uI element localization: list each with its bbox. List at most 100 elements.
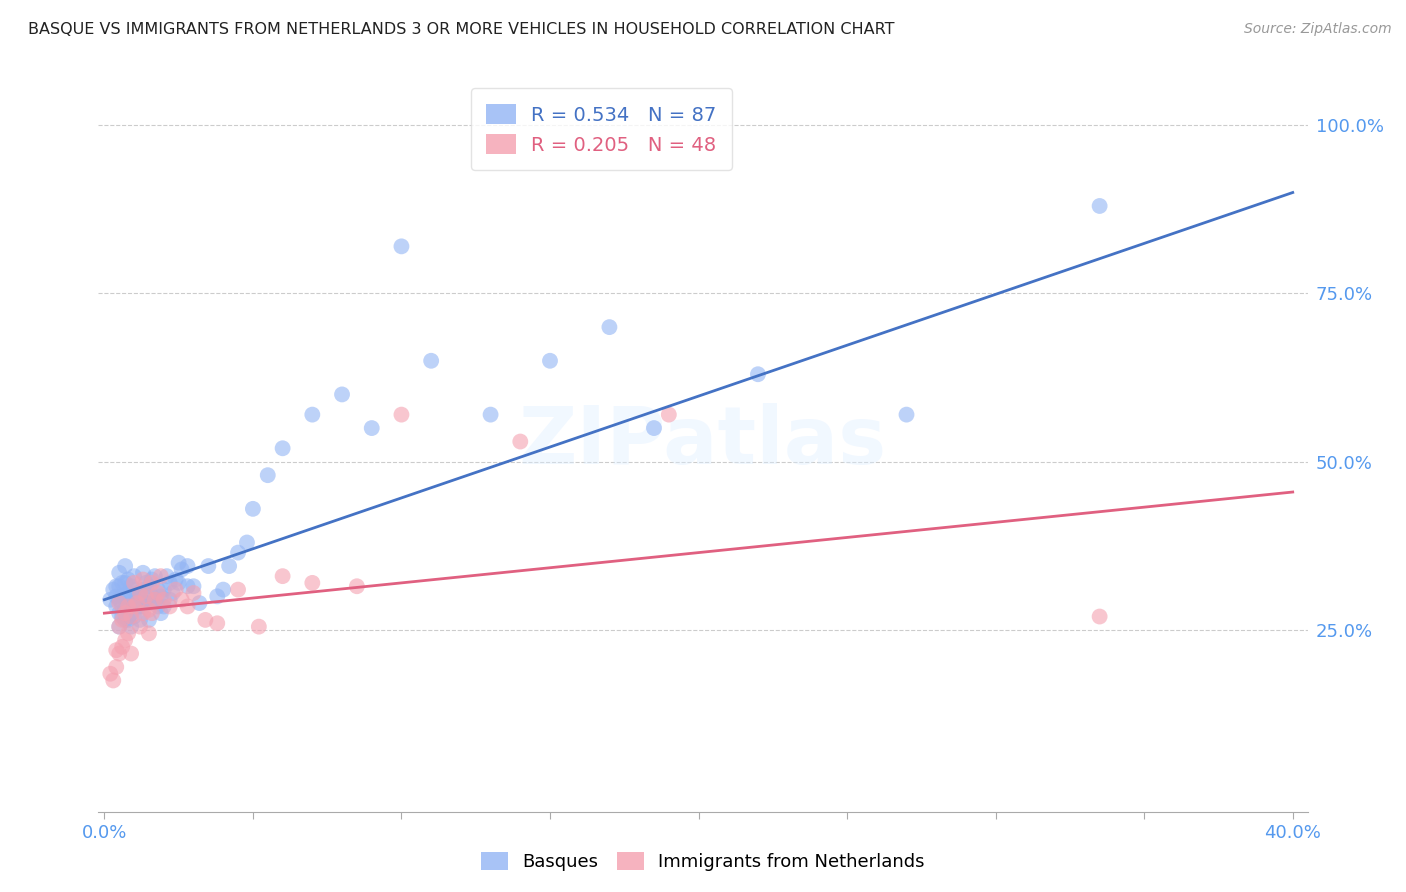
Point [218, 559, 240, 574]
Point [247, 620, 270, 634]
Point [143, 592, 166, 607]
Point [138, 596, 160, 610]
Point [122, 575, 145, 590]
Point [105, 599, 128, 614]
Point [509, 434, 531, 449]
Point [643, 421, 665, 435]
Point [117, 573, 139, 587]
Point [114, 559, 136, 574]
Point [197, 559, 219, 574]
Point [141, 573, 163, 587]
Point [207, 590, 229, 604]
Point [226, 546, 249, 560]
Point [120, 609, 142, 624]
Point [138, 603, 160, 617]
Point [747, 368, 769, 382]
Point [301, 575, 323, 590]
Point [132, 566, 155, 580]
Text: Source: ZipAtlas.com: Source: ZipAtlas.com [1244, 22, 1392, 37]
Point [236, 535, 259, 549]
Point [117, 613, 139, 627]
Point [152, 592, 174, 607]
Point [129, 620, 152, 634]
Point [114, 590, 136, 604]
Point [117, 603, 139, 617]
Point [141, 606, 163, 620]
Point [108, 620, 131, 634]
Point [183, 579, 205, 593]
Point [170, 562, 193, 576]
Point [391, 408, 413, 422]
Point [132, 582, 155, 597]
Point [159, 575, 181, 590]
Point [122, 582, 145, 597]
Point [165, 573, 187, 587]
Point [122, 596, 145, 610]
Point [176, 559, 198, 574]
Point [658, 408, 681, 422]
Point [183, 586, 205, 600]
Point [108, 647, 131, 661]
Point [129, 613, 152, 627]
Point [165, 582, 187, 597]
Point [108, 579, 131, 593]
Point [162, 586, 184, 600]
Point [207, 616, 229, 631]
Point [129, 586, 152, 600]
Point [301, 408, 323, 422]
Point [896, 408, 918, 422]
Point [117, 626, 139, 640]
Point [114, 613, 136, 627]
Text: BASQUE VS IMMIGRANTS FROM NETHERLANDS 3 OR MORE VEHICLES IN HOUSEHOLD CORRELATIO: BASQUE VS IMMIGRANTS FROM NETHERLANDS 3 … [28, 22, 894, 37]
Point [271, 442, 294, 456]
Point [141, 590, 163, 604]
Point [141, 575, 163, 590]
Point [146, 582, 169, 597]
Point [122, 609, 145, 624]
Point [132, 573, 155, 587]
Point [598, 320, 620, 334]
Point [103, 673, 125, 688]
Point [125, 596, 148, 610]
Point [212, 582, 235, 597]
Point [129, 586, 152, 600]
Point [156, 569, 179, 583]
Point [98, 592, 121, 607]
Point [108, 606, 131, 620]
Point [111, 590, 134, 604]
Point [114, 603, 136, 617]
Point [120, 579, 142, 593]
Point [111, 575, 134, 590]
Point [105, 579, 128, 593]
Point [105, 643, 128, 657]
Point [138, 613, 160, 627]
Point [420, 353, 443, 368]
Text: ZIPatlas: ZIPatlas [519, 402, 887, 481]
Point [346, 579, 368, 593]
Point [242, 501, 264, 516]
Point [152, 599, 174, 614]
Point [117, 586, 139, 600]
Point [105, 660, 128, 674]
Point [125, 599, 148, 614]
Point [149, 606, 172, 620]
Point [167, 556, 190, 570]
Point [188, 596, 211, 610]
Point [114, 575, 136, 590]
Point [103, 582, 125, 597]
Point [120, 592, 142, 607]
Point [108, 596, 131, 610]
Point [256, 468, 278, 483]
Point [135, 575, 157, 590]
Point [114, 606, 136, 620]
Point [108, 566, 131, 580]
Point [271, 569, 294, 583]
Point [122, 599, 145, 614]
Legend: Basques, Immigrants from Netherlands: Basques, Immigrants from Netherlands [474, 845, 932, 879]
Point [146, 586, 169, 600]
Point [1088, 609, 1111, 624]
Legend: R = 0.534   N = 87, R = 0.205   N = 48: R = 0.534 N = 87, R = 0.205 N = 48 [471, 88, 733, 170]
Point [330, 387, 353, 401]
Point [138, 579, 160, 593]
Point [132, 599, 155, 614]
